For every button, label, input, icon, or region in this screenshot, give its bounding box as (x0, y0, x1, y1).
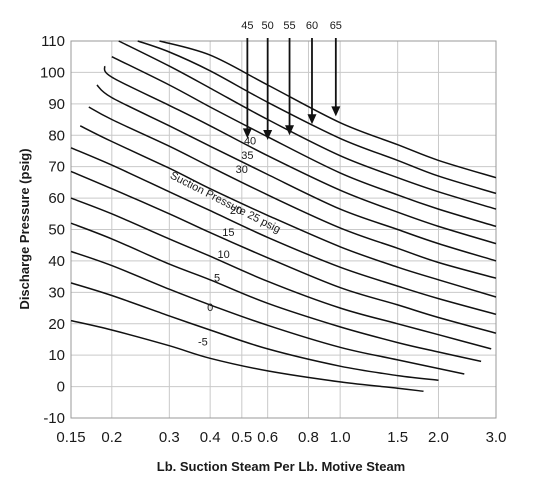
x-tick-label: 0.15 (56, 429, 85, 446)
curve-65 (159, 40, 497, 179)
x-tick-label: 0.4 (200, 429, 221, 446)
y-tick-label: 10 (48, 347, 65, 364)
curve-label: 40 (244, 136, 256, 148)
arrow-label: 55 (283, 20, 295, 32)
curve-15 (70, 197, 492, 350)
arrow-label: 50 (262, 20, 274, 32)
x-tick-labels: 0.15 0.2 0.3 0.4 0.5 0.6 0.8 1.0 1.5 2.0 3.0 (56, 429, 506, 446)
curve-40 (96, 84, 497, 262)
y-tick-label: 100 (40, 64, 65, 81)
curve-55 (118, 40, 497, 210)
arrow-label: 45 (241, 20, 253, 32)
curve-label: 0 (207, 302, 213, 314)
arrow-head (285, 125, 295, 136)
y-tick-label: 80 (48, 127, 65, 144)
curve-labels: -5 0 5 10 15 20 30 35 40 (198, 136, 256, 349)
curve-label: -5 (198, 337, 208, 349)
curve-5 (70, 250, 465, 375)
arrow-head (307, 114, 317, 125)
pressure-arrows: 45 50 55 60 65 (241, 20, 342, 140)
arrow-head (263, 129, 273, 140)
curve-label: 10 (218, 249, 230, 261)
y-tick-label: 70 (48, 159, 65, 176)
curve-label: 5 (214, 272, 220, 284)
curve-10 (70, 222, 482, 363)
curve-20 (70, 170, 497, 334)
x-tick-label: 0.2 (101, 429, 122, 446)
x-tick-label: 0.3 (159, 429, 180, 446)
curve-45 (103, 65, 497, 245)
arrow-head (331, 106, 341, 117)
y-tick-label: 50 (48, 222, 65, 239)
y-tick-label: 20 (48, 316, 65, 333)
y-tick-label: 110 (41, 33, 65, 50)
curve-35 (88, 106, 497, 279)
curve-lines (70, 40, 497, 393)
curve-label: 20 (230, 205, 242, 217)
curve-label: 15 (222, 227, 234, 239)
curve-25 (70, 147, 497, 316)
y-axis-title: Discharge Pressure (psig) (17, 148, 32, 309)
curve-0 (70, 282, 439, 382)
x-tick-label: 1.0 (330, 429, 351, 446)
x-tick-label: 0.6 (257, 429, 278, 446)
y-tick-label: 60 (48, 190, 65, 207)
x-tick-label: 0.5 (231, 429, 252, 446)
y-tick-label: 40 (48, 253, 65, 270)
curve-label: 35 (241, 150, 253, 162)
curve-minus5 (70, 319, 424, 393)
curve-60 (137, 40, 497, 195)
curve-30 (79, 125, 497, 298)
x-tick-label: 0.8 (298, 429, 319, 446)
y-tick-label: 30 (48, 284, 65, 301)
curve-label: 30 (236, 164, 248, 176)
x-tick-label: 2.0 (428, 429, 449, 446)
y-tick-label: 0 (57, 379, 65, 396)
arrow-label: 65 (330, 20, 342, 32)
chart-grid (70, 40, 497, 419)
x-tick-label: 1.5 (387, 429, 408, 446)
plot-frame (70, 40, 497, 419)
arrow-label: 60 (306, 20, 318, 32)
arrow-head (242, 128, 252, 139)
x-axis-title: Lb. Suction Steam Per Lb. Motive Steam (157, 459, 406, 474)
y-tick-label: -10 (43, 410, 65, 427)
y-tick-label: 90 (48, 96, 65, 113)
x-tick-label: 3.0 (486, 429, 507, 446)
curve-50 (111, 56, 497, 228)
